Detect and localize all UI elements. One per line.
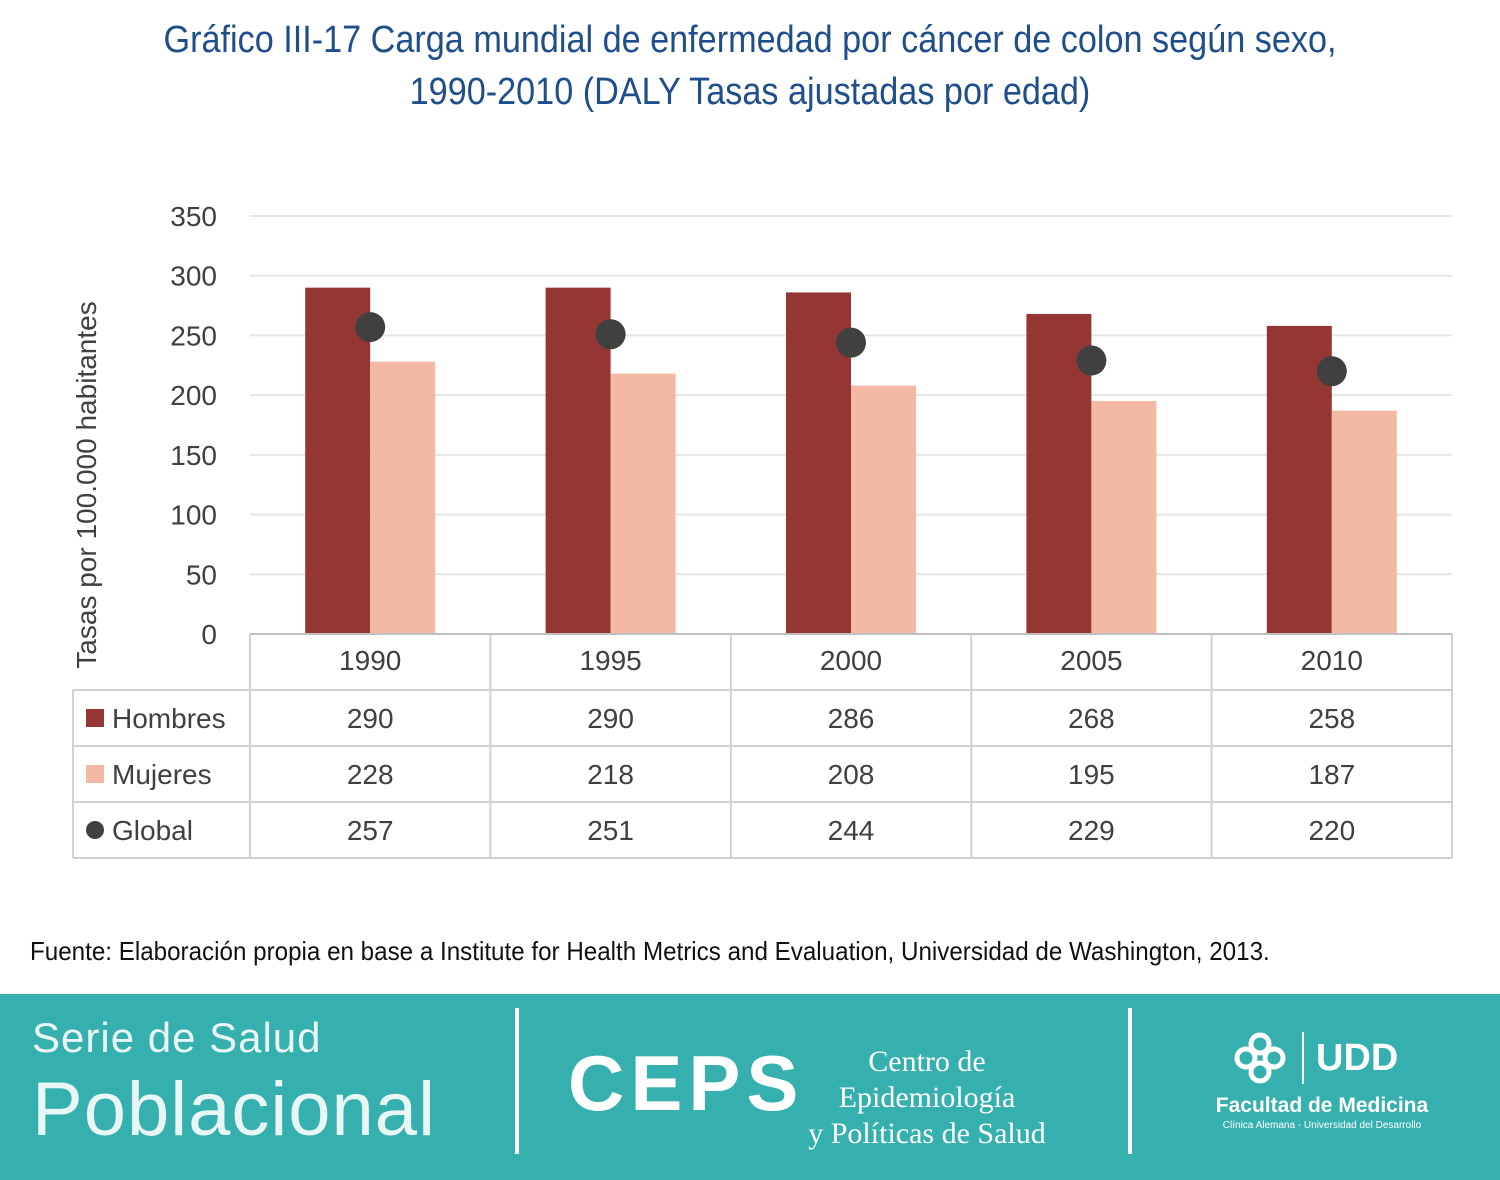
x-tick-label: 2000 [820, 645, 882, 676]
data-label: 228 [347, 759, 394, 790]
data-label: 195 [1068, 759, 1115, 790]
ceps-name-line1: Centro de Epidemiología [838, 1045, 1016, 1114]
marker-global [836, 327, 866, 358]
y-tick-label: 350 [170, 201, 217, 232]
bar-hombres [305, 287, 371, 634]
legend-label-global: Global [112, 815, 193, 846]
bar-mujeres [1091, 401, 1157, 634]
data-label: 257 [347, 815, 394, 846]
data-label: 268 [1068, 703, 1115, 734]
data-label: 220 [1308, 815, 1355, 846]
marker-global [1076, 345, 1107, 376]
source-note: Fuente: Elaboración propia en base a Ins… [30, 936, 1270, 966]
bar-mujeres [1331, 410, 1397, 634]
chart-title-line1: Gráfico III-17 Carga mundial de enfermed… [163, 19, 1337, 61]
data-label: 208 [828, 759, 875, 790]
x-tick-label: 2010 [1301, 645, 1363, 676]
bar-mujeres [851, 385, 916, 634]
footer-divider [1128, 1008, 1132, 1154]
faculty-subtitle: Clínica Alemana - Universidad del Desarr… [1222, 1120, 1422, 1131]
data-label: 258 [1308, 703, 1355, 734]
ceps-name: Centro de Epidemiología y Políticas de S… [782, 1044, 1072, 1152]
y-tick-label: 200 [170, 380, 217, 411]
y-tick-label: 0 [201, 619, 217, 650]
marker-global [1316, 356, 1347, 387]
legend-key-mujeres [86, 765, 104, 783]
data-label: 229 [1068, 815, 1115, 846]
data-label: 244 [828, 815, 875, 846]
ceps-logo: CEPS [568, 1039, 805, 1127]
legend-key-global [86, 821, 104, 839]
legend-key-hombres [86, 709, 104, 727]
legend-label-mujeres: Mujeres [112, 759, 212, 790]
y-tick-label: 250 [170, 320, 217, 351]
y-axis-label: Tasas por 100.000 habitantes [71, 301, 102, 668]
y-tick-label: 300 [170, 261, 217, 292]
legend-label-hombres: Hombres [112, 703, 226, 734]
udd-logo: UDD [1234, 1032, 1398, 1084]
data-label: 286 [828, 703, 875, 734]
x-tick-label: 1995 [579, 645, 641, 676]
data-label: 187 [1308, 759, 1355, 790]
y-tick-label: 50 [186, 559, 217, 590]
data-label: 290 [347, 703, 394, 734]
series-title-line2: Poblacional [32, 1067, 436, 1152]
data-label: 290 [587, 703, 634, 734]
footer-divider [515, 1008, 519, 1154]
chart: 0 50 100 150 200 250 300 350 Tasas por 100.000 h… [71, 201, 1453, 859]
marker-global [595, 319, 626, 350]
bar-hombres [545, 287, 611, 634]
faculty-name: Facultad de Medicina [1215, 1094, 1429, 1117]
series-title-line1: Serie de Salud [32, 1014, 322, 1061]
marker-global [355, 312, 386, 343]
udd-logo-text: UDD [1316, 1037, 1398, 1079]
x-tick-label: 2005 [1060, 645, 1122, 676]
chart-title: Gráfico III-17 Carga mundial de enfermed… [75, 14, 1425, 118]
data-label: 218 [587, 759, 634, 790]
bar-mujeres [370, 361, 436, 634]
bar-mujeres [610, 373, 676, 634]
ceps-name-line2: y Políticas de Salud [808, 1117, 1046, 1150]
chart-title-line2: 1990-2010 (DALY Tasas ajustadas por edad… [409, 71, 1091, 113]
footer-banner: Serie de Salud Poblacional CEPS Centro d… [0, 994, 1500, 1180]
y-tick-label: 150 [170, 440, 217, 471]
x-tick-label: 1990 [339, 645, 401, 676]
y-tick-label: 100 [170, 500, 217, 531]
data-label: 251 [587, 815, 634, 846]
